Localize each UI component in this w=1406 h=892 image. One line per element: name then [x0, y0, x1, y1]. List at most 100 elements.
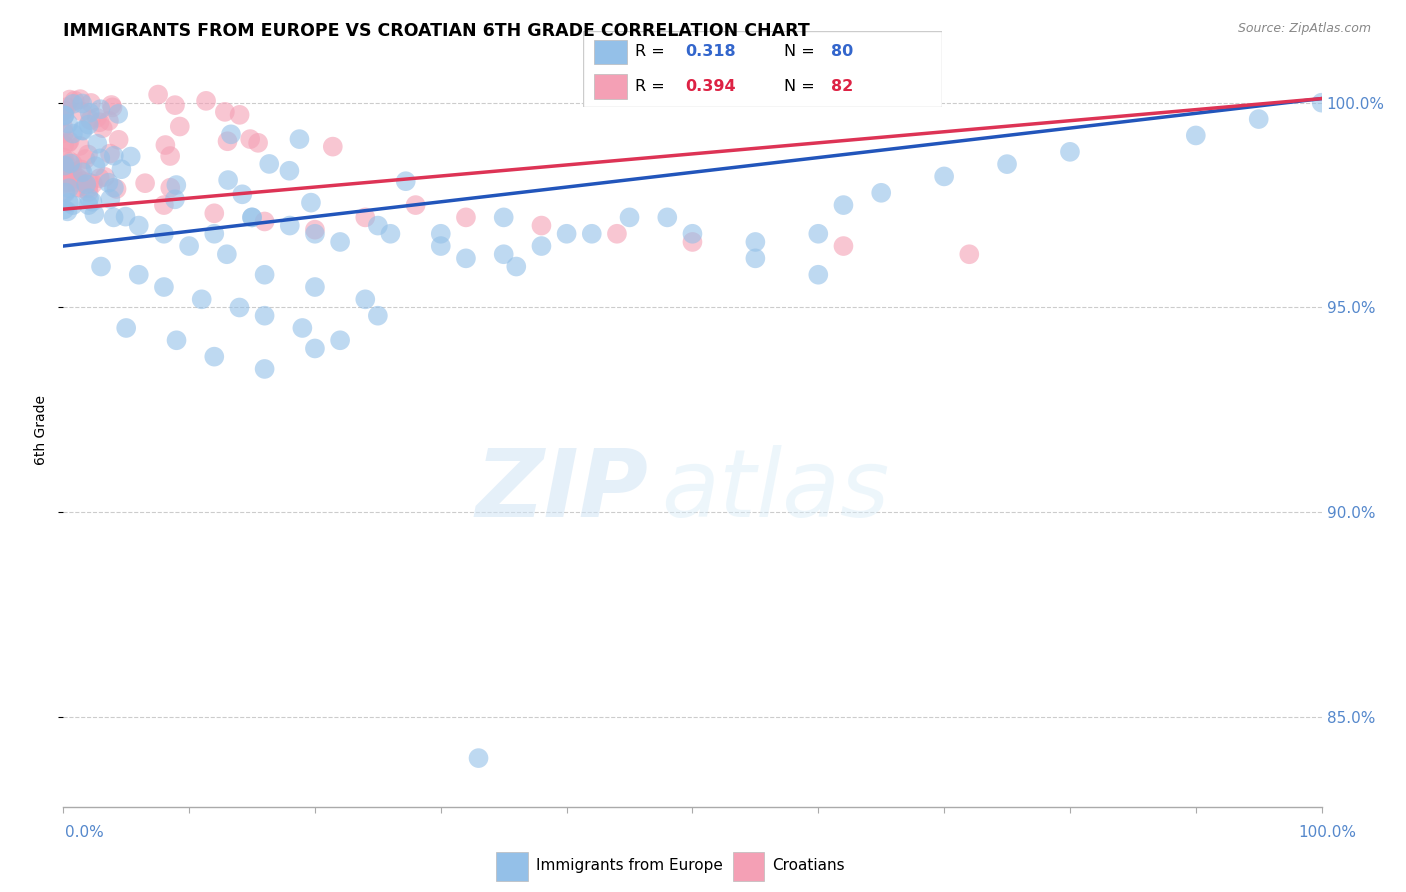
- Point: [555, 227, 578, 241]
- Point: [190, 293, 212, 307]
- Point: [179, 239, 201, 253]
- Point: [52, 167, 75, 181]
- Point: [100, 98, 122, 112]
- Point: [467, 751, 489, 765]
- Point: [304, 227, 326, 241]
- Point: [430, 227, 453, 241]
- Point: [82, 194, 104, 209]
- Point: [55, 100, 77, 114]
- Point: [66, 175, 89, 189]
- Point: [58, 134, 80, 148]
- Point: [52, 103, 75, 118]
- Point: [52, 103, 75, 118]
- Point: [155, 138, 177, 153]
- FancyBboxPatch shape: [595, 39, 627, 64]
- Point: [304, 222, 326, 236]
- Point: [219, 128, 242, 142]
- Point: [63, 94, 86, 108]
- Point: [530, 219, 553, 233]
- Point: [395, 174, 418, 188]
- Point: [217, 173, 239, 187]
- Point: [581, 227, 603, 241]
- Point: [492, 211, 515, 225]
- Text: Immigrants from Europe: Immigrants from Europe: [536, 858, 723, 872]
- Point: [97, 176, 120, 190]
- Point: [70, 181, 93, 195]
- Point: [253, 214, 276, 228]
- Text: ZIP: ZIP: [475, 445, 648, 537]
- Point: [55, 186, 77, 200]
- Point: [52, 120, 75, 135]
- Point: [454, 211, 477, 225]
- Point: [59, 156, 82, 170]
- Point: [110, 162, 132, 177]
- Text: atlas: atlas: [661, 445, 889, 536]
- Point: [231, 187, 253, 202]
- Point: [202, 206, 225, 220]
- Point: [195, 94, 218, 108]
- Text: R =: R =: [636, 45, 671, 59]
- Point: [128, 219, 150, 233]
- Text: N =: N =: [785, 79, 820, 94]
- Point: [454, 252, 477, 266]
- Y-axis label: 6th Grade: 6th Grade: [34, 395, 48, 466]
- Point: [870, 186, 893, 200]
- Point: [288, 132, 311, 146]
- Point: [166, 333, 188, 347]
- Point: [72, 174, 94, 188]
- Point: [1059, 145, 1081, 159]
- Point: [354, 293, 377, 307]
- Point: [153, 280, 176, 294]
- Point: [55, 158, 77, 172]
- Point: [94, 169, 117, 184]
- Point: [215, 247, 238, 261]
- Point: [492, 247, 515, 261]
- Text: R =: R =: [636, 79, 671, 94]
- Point: [77, 147, 100, 161]
- Point: [91, 121, 114, 136]
- Text: 80: 80: [831, 45, 853, 59]
- Point: [56, 116, 79, 130]
- Text: 100.0%: 100.0%: [1299, 825, 1357, 839]
- Point: [56, 175, 79, 189]
- Point: [120, 149, 142, 163]
- Point: [97, 114, 120, 128]
- Point: [107, 133, 129, 147]
- Point: [163, 192, 186, 206]
- Point: [217, 134, 239, 148]
- Point: [146, 87, 169, 102]
- Point: [52, 164, 75, 178]
- Point: [934, 169, 956, 184]
- Point: [53, 109, 76, 123]
- Point: [304, 342, 326, 356]
- Point: [86, 111, 108, 125]
- Point: [278, 219, 301, 233]
- Point: [114, 210, 136, 224]
- FancyBboxPatch shape: [733, 852, 763, 881]
- Point: [77, 176, 100, 190]
- Point: [62, 198, 84, 212]
- Point: [291, 321, 314, 335]
- Point: [89, 115, 111, 129]
- Point: [169, 120, 191, 134]
- FancyBboxPatch shape: [595, 74, 627, 99]
- Point: [62, 156, 84, 170]
- Point: [52, 110, 75, 124]
- Text: 82: 82: [831, 79, 853, 94]
- Point: [202, 227, 225, 241]
- Point: [682, 235, 704, 249]
- FancyBboxPatch shape: [496, 852, 529, 881]
- Point: [329, 333, 352, 347]
- Point: [657, 211, 679, 225]
- Point: [606, 227, 628, 241]
- Point: [77, 181, 100, 195]
- Point: [995, 157, 1018, 171]
- Point: [247, 136, 270, 150]
- Text: 0.394: 0.394: [686, 79, 737, 94]
- Point: [70, 162, 93, 177]
- Point: [82, 177, 104, 191]
- Point: [66, 180, 89, 194]
- Point: [530, 239, 553, 253]
- Point: [83, 207, 105, 221]
- Point: [101, 100, 124, 114]
